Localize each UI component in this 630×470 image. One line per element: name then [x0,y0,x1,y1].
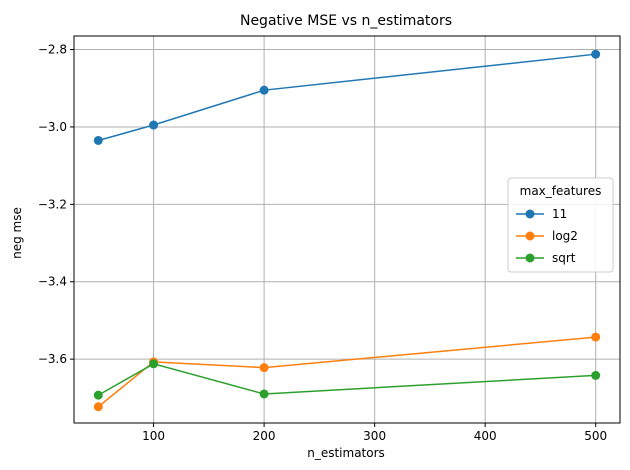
legend-marker [525,231,535,241]
legend-marker [525,253,535,263]
legend-label: log2 [552,229,578,243]
legend-label: 11 [552,207,567,221]
series-layer [93,49,601,412]
legend-label: sqrt [552,251,576,265]
legend-title: max_features [520,184,602,198]
plot-area-frame [73,35,621,424]
data-point [93,390,103,400]
data-point [259,389,269,399]
legend-marker [525,209,535,219]
data-point [259,85,269,95]
series-11 [93,49,601,145]
legend: max_features 11 log2 sqrt [507,177,614,273]
x-axis-label: n_estimators [307,446,385,460]
data-point [93,402,103,412]
y-tick-label: −3.4 [38,275,67,289]
data-point [591,332,601,342]
legend-item: log2 [516,229,578,243]
x-tick-label: 300 [363,429,386,443]
series-line [97,362,596,396]
y-tick-label: −3.0 [38,120,67,134]
legend-item: sqrt [516,251,576,265]
series-sqrt [93,359,601,400]
y-tick-label: −3.2 [38,197,67,211]
x-tick-label: 500 [584,429,607,443]
x-tick-label: 200 [253,429,276,443]
y-tick-label: −3.6 [38,352,67,366]
y-tick-label: −2.8 [38,43,67,57]
y-axis-label: neg mse [10,207,24,259]
data-point [591,49,601,59]
series-line [97,336,596,408]
data-point [149,120,159,130]
chart-title: Negative MSE vs n_estimators [240,13,452,29]
legend-box [507,177,614,273]
data-point [259,363,269,373]
x-tick-label: 100 [142,429,165,443]
legend-item: 11 [516,207,567,221]
series-line [98,53,596,142]
data-point [591,370,601,380]
data-point [93,135,103,145]
grid [74,36,620,423]
axis-ticks: 100 200 300 400 500 −3.6 −3.4 −3.2 −3.0 −2.8 [38,43,607,443]
x-tick-label: 400 [474,429,497,443]
data-point [149,359,159,369]
